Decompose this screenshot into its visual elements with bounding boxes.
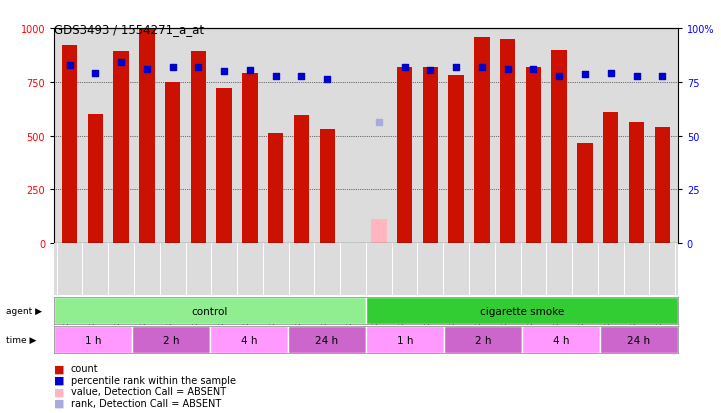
Bar (423, 68, 438, 244)
Bar (268, 134, 283, 244)
Bar (113, 52, 129, 244)
Point (476, 64, 487, 71)
Point (399, 64, 410, 71)
Text: cigarette smoke: cigarette smoke (479, 306, 564, 316)
Bar (242, 74, 257, 244)
Bar (522, 326, 600, 353)
Bar (500, 40, 516, 244)
Bar (655, 128, 670, 244)
Bar (139, 30, 154, 244)
Bar (288, 326, 366, 353)
Text: time ▶: time ▶ (6, 335, 36, 344)
Point (167, 64, 178, 71)
Bar (190, 52, 206, 244)
Text: percentile rank within the sample: percentile rank within the sample (71, 375, 236, 385)
Bar (474, 38, 490, 244)
Point (605, 71, 616, 77)
Text: GDS3493 / 1554271_a_at: GDS3493 / 1554271_a_at (54, 23, 204, 36)
Point (89, 71, 101, 77)
Bar (54, 297, 366, 324)
Bar (54, 326, 132, 353)
Bar (397, 68, 412, 244)
Bar (165, 83, 180, 244)
Point (63, 62, 75, 69)
Point (657, 74, 668, 81)
Point (425, 67, 436, 74)
Bar (366, 326, 444, 353)
Bar (210, 326, 288, 353)
Bar (87, 115, 103, 244)
Point (528, 66, 539, 73)
Text: value, Detection Call = ABSENT: value, Detection Call = ABSENT (71, 387, 226, 396)
Point (631, 74, 642, 81)
Text: ■: ■ (54, 375, 65, 385)
Bar (216, 89, 232, 244)
Point (244, 67, 256, 74)
Text: ■: ■ (54, 398, 65, 408)
Bar (629, 122, 645, 244)
Text: 4 h: 4 h (552, 335, 569, 345)
Text: 2 h: 2 h (163, 335, 180, 345)
Bar (444, 326, 522, 353)
Text: ■: ■ (54, 387, 65, 396)
Point (502, 66, 513, 73)
Text: control: control (192, 306, 228, 316)
Bar (552, 50, 567, 244)
Bar (62, 46, 77, 244)
Point (296, 74, 307, 81)
Point (141, 66, 153, 73)
Point (373, 119, 384, 126)
Bar (319, 130, 335, 244)
Point (193, 64, 204, 71)
Bar (132, 326, 210, 353)
Point (579, 72, 590, 78)
Bar (603, 113, 619, 244)
Text: agent ▶: agent ▶ (6, 306, 42, 315)
Text: rank, Detection Call = ABSENT: rank, Detection Call = ABSENT (71, 398, 221, 408)
Text: 24 h: 24 h (627, 335, 650, 345)
Text: ■: ■ (54, 363, 65, 373)
Text: 24 h: 24 h (315, 335, 338, 345)
Bar (578, 144, 593, 244)
Point (451, 64, 462, 71)
Text: 1 h: 1 h (397, 335, 413, 345)
Bar (600, 326, 678, 353)
Point (322, 76, 333, 83)
Bar (366, 297, 678, 324)
Bar (371, 219, 386, 244)
Bar (448, 76, 464, 244)
Point (115, 60, 127, 66)
Text: 1 h: 1 h (85, 335, 102, 345)
Bar (293, 116, 309, 244)
Point (218, 69, 230, 75)
Text: 2 h: 2 h (474, 335, 491, 345)
Point (270, 74, 281, 81)
Text: 4 h: 4 h (241, 335, 257, 345)
Text: count: count (71, 363, 98, 373)
Bar (526, 68, 541, 244)
Point (554, 74, 565, 81)
